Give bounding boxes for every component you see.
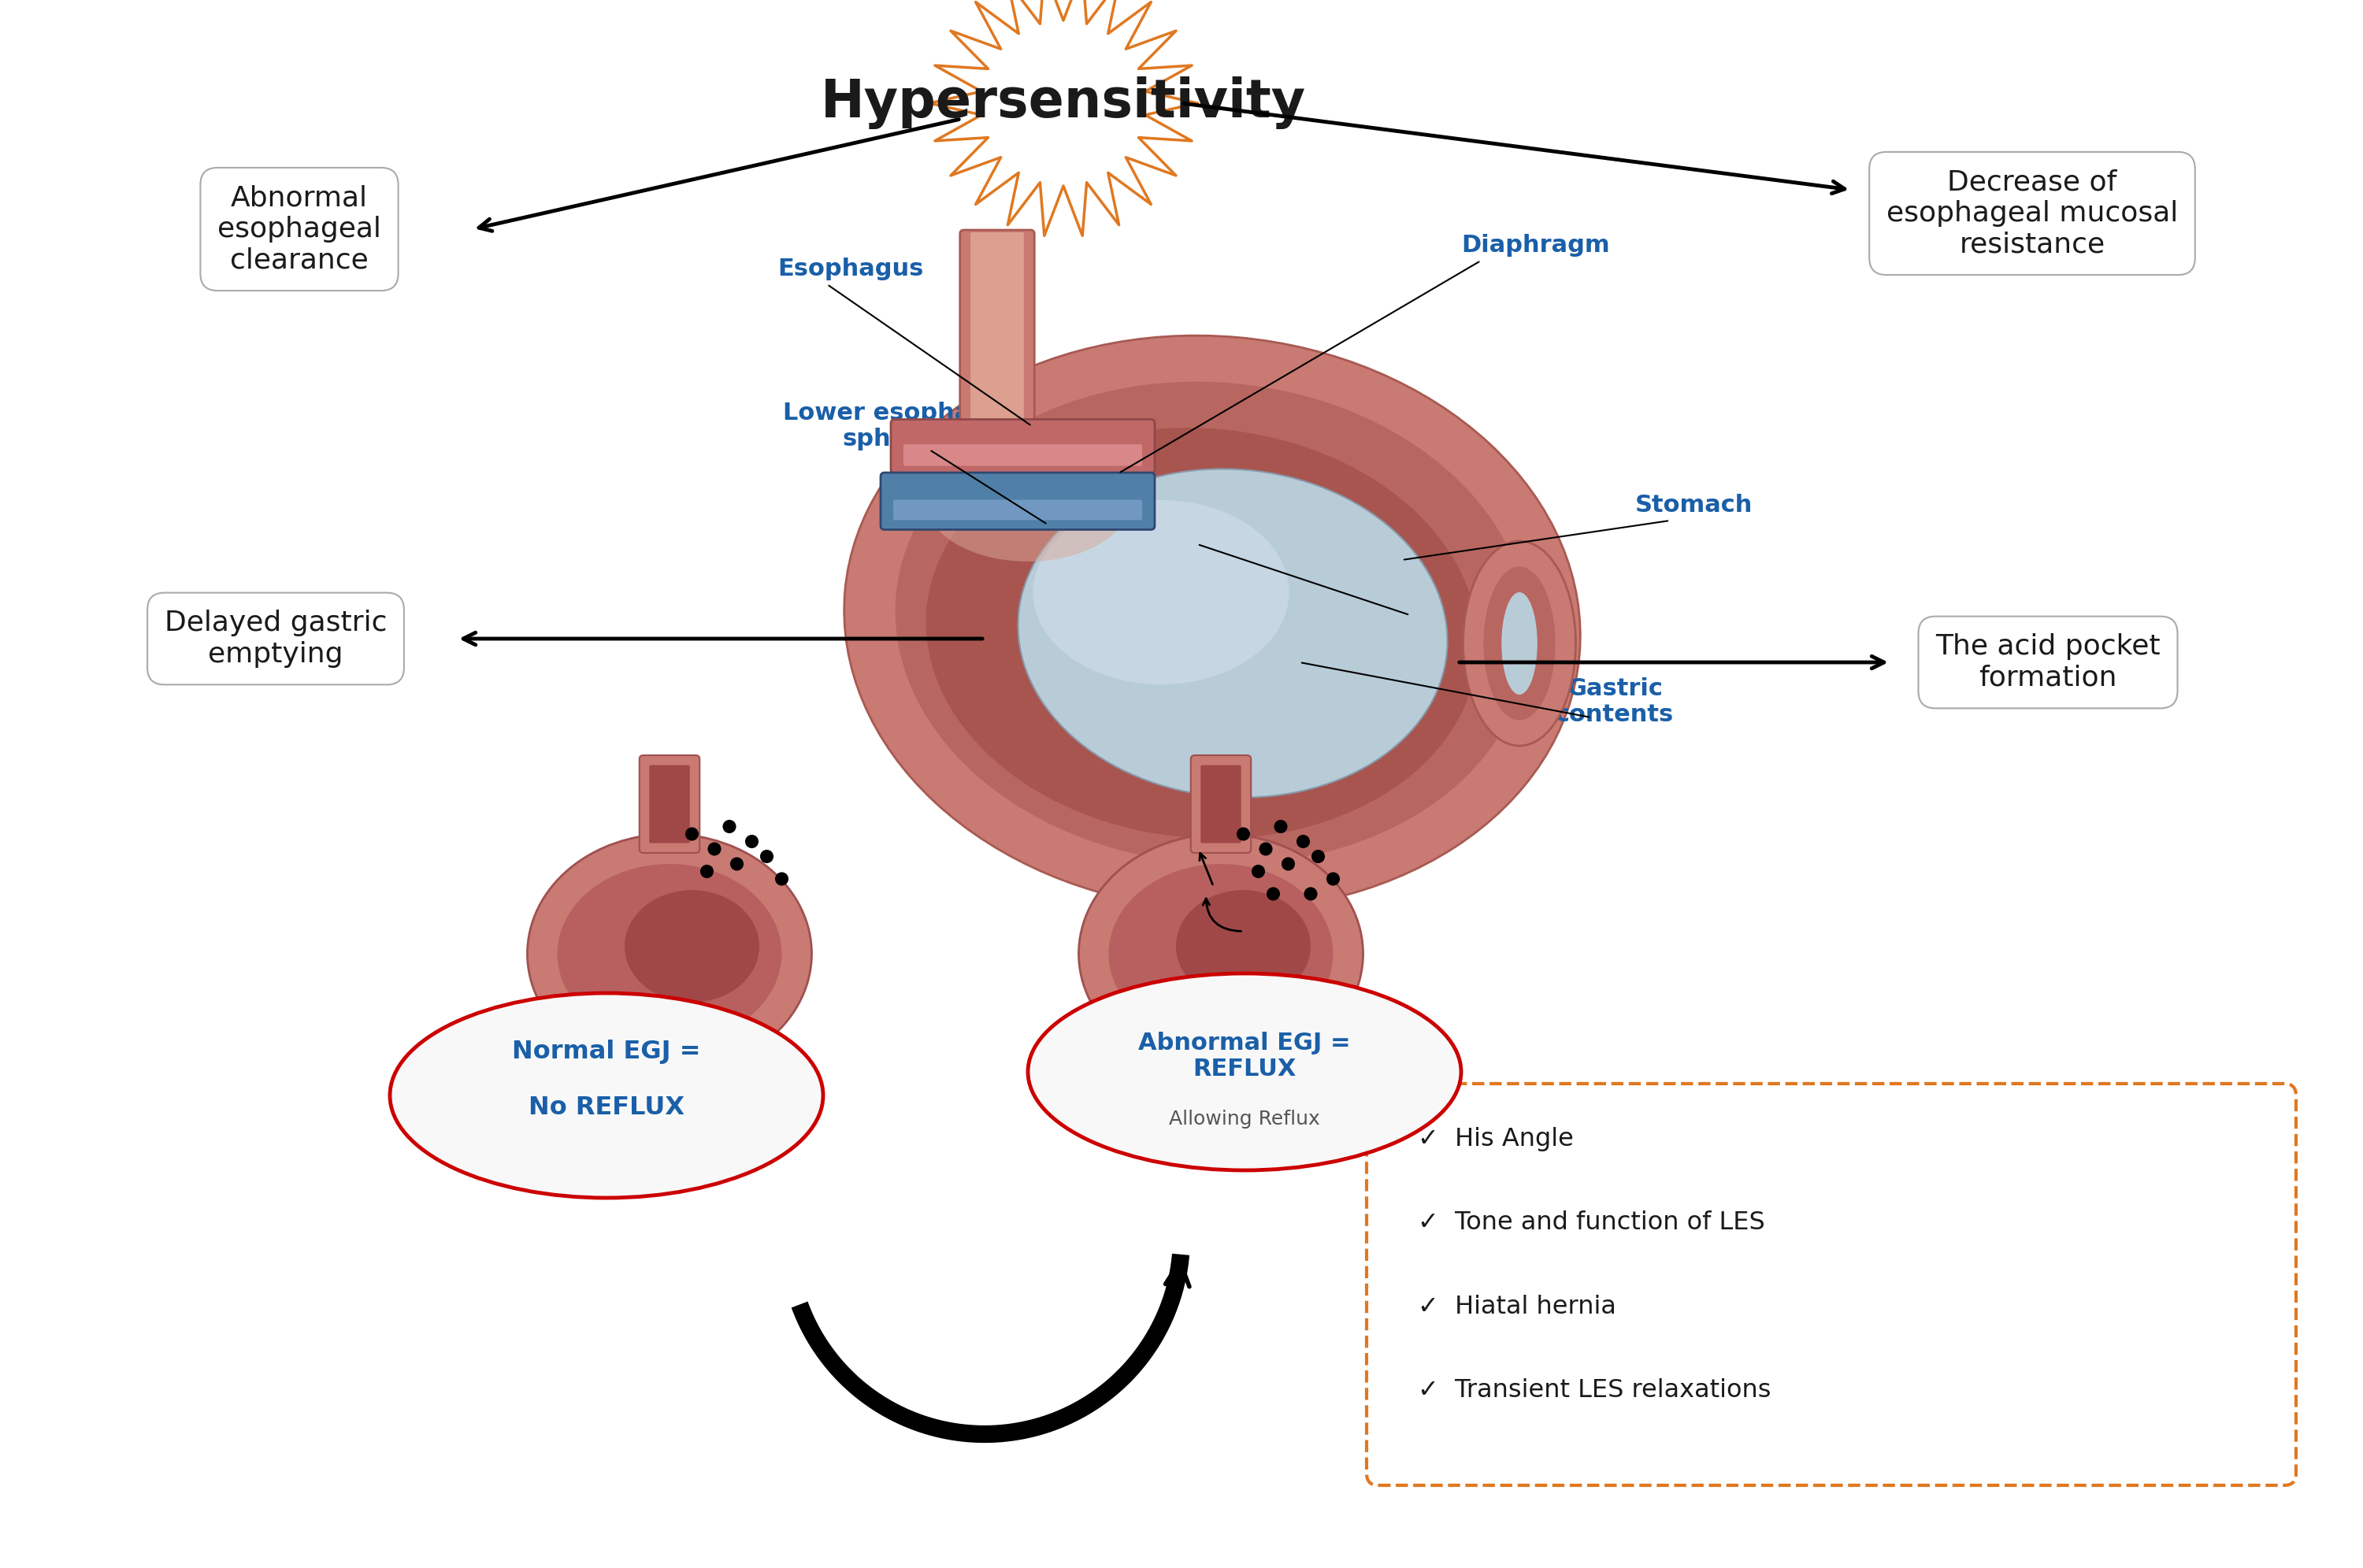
Circle shape bbox=[1267, 887, 1281, 900]
Circle shape bbox=[1304, 887, 1319, 900]
Circle shape bbox=[1326, 872, 1340, 886]
Circle shape bbox=[730, 858, 744, 870]
FancyBboxPatch shape bbox=[1366, 1083, 2297, 1485]
Ellipse shape bbox=[1484, 566, 1555, 720]
Text: Pylorus: Pylorus bbox=[1130, 510, 1233, 532]
Circle shape bbox=[1252, 864, 1264, 878]
Text: The acid pocket
formation: The acid pocket formation bbox=[1935, 633, 2160, 691]
Ellipse shape bbox=[1108, 864, 1333, 1043]
Text: Abnormal
esophageal
clearance: Abnormal esophageal clearance bbox=[217, 185, 380, 273]
FancyBboxPatch shape bbox=[1200, 765, 1241, 844]
FancyBboxPatch shape bbox=[1191, 756, 1250, 853]
Text: ✓  Tone and function of LES: ✓ Tone and function of LES bbox=[1418, 1210, 1765, 1236]
Text: ✓  Hiatal hernia: ✓ Hiatal hernia bbox=[1418, 1295, 1616, 1319]
Ellipse shape bbox=[1018, 469, 1449, 798]
FancyBboxPatch shape bbox=[650, 765, 690, 844]
Text: Diaphragm: Diaphragm bbox=[1463, 234, 1609, 256]
Circle shape bbox=[723, 820, 737, 833]
Circle shape bbox=[685, 828, 699, 840]
Circle shape bbox=[1281, 858, 1295, 870]
FancyBboxPatch shape bbox=[893, 500, 1141, 521]
FancyBboxPatch shape bbox=[959, 230, 1035, 442]
Text: Normal EGJ =

No REFLUX: Normal EGJ = No REFLUX bbox=[513, 1040, 702, 1120]
Ellipse shape bbox=[926, 428, 1477, 839]
Circle shape bbox=[1311, 850, 1326, 864]
Text: Decrease of
esophageal mucosal
resistance: Decrease of esophageal mucosal resistanc… bbox=[1886, 169, 2179, 257]
Circle shape bbox=[1274, 820, 1288, 833]
Circle shape bbox=[775, 872, 789, 886]
Text: Delayed gastric
emptying: Delayed gastric emptying bbox=[165, 610, 388, 668]
Circle shape bbox=[699, 864, 714, 878]
Ellipse shape bbox=[1078, 834, 1363, 1074]
Text: Esophagus: Esophagus bbox=[777, 257, 924, 281]
Ellipse shape bbox=[1463, 541, 1576, 746]
Text: ✓  His Angle: ✓ His Angle bbox=[1418, 1126, 1574, 1151]
Ellipse shape bbox=[844, 336, 1581, 911]
FancyBboxPatch shape bbox=[891, 419, 1156, 474]
Text: Lower esophageal
sphincter: Lower esophageal sphincter bbox=[782, 401, 1028, 450]
Text: Stomach: Stomach bbox=[1635, 494, 1753, 516]
Circle shape bbox=[744, 834, 759, 848]
Circle shape bbox=[1236, 828, 1250, 840]
FancyBboxPatch shape bbox=[881, 472, 1156, 530]
Circle shape bbox=[761, 850, 773, 864]
FancyBboxPatch shape bbox=[971, 232, 1023, 430]
Ellipse shape bbox=[896, 381, 1529, 864]
Text: Allowing Reflux: Allowing Reflux bbox=[1170, 1110, 1321, 1129]
Ellipse shape bbox=[624, 891, 759, 1002]
Ellipse shape bbox=[1033, 500, 1290, 684]
Ellipse shape bbox=[926, 439, 1130, 561]
Ellipse shape bbox=[527, 834, 813, 1074]
Ellipse shape bbox=[1028, 974, 1460, 1170]
Text: Abnormal EGJ =
REFLUX: Abnormal EGJ = REFLUX bbox=[1139, 1032, 1352, 1080]
Ellipse shape bbox=[1177, 891, 1311, 1002]
Ellipse shape bbox=[390, 993, 822, 1198]
Ellipse shape bbox=[1501, 593, 1538, 695]
Text: ✓  Transient LES relaxations: ✓ Transient LES relaxations bbox=[1418, 1378, 1772, 1403]
FancyBboxPatch shape bbox=[903, 444, 1141, 466]
FancyBboxPatch shape bbox=[640, 756, 699, 853]
Ellipse shape bbox=[558, 864, 782, 1043]
Text: Gastric
contents: Gastric contents bbox=[1555, 677, 1673, 726]
Circle shape bbox=[1259, 842, 1274, 856]
Circle shape bbox=[1297, 834, 1309, 848]
Text: Hypersensitivity: Hypersensitivity bbox=[820, 77, 1307, 130]
Circle shape bbox=[707, 842, 721, 856]
